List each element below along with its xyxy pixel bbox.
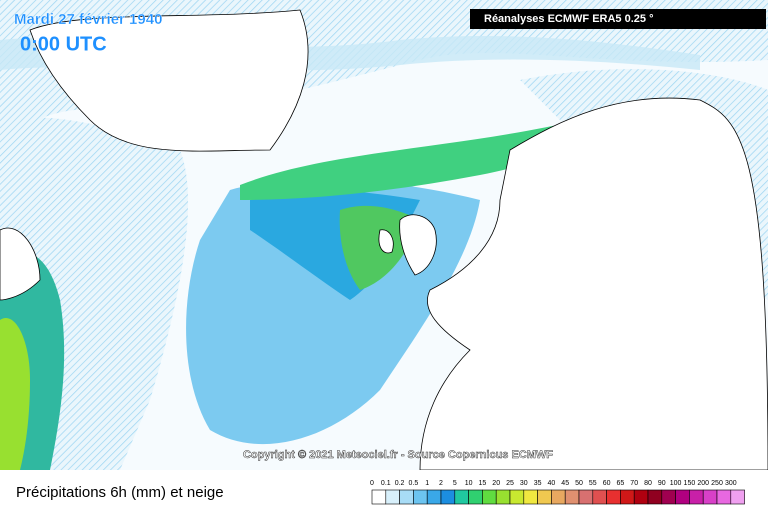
legend-swatch xyxy=(440,489,456,505)
legend-label: 1 xyxy=(425,480,429,487)
legend-label: 40 xyxy=(548,480,556,487)
legend-label: 250 xyxy=(711,480,723,487)
date-label: Mardi 27 février 1940 xyxy=(14,11,162,28)
legend-label: 65 xyxy=(617,480,625,487)
legend-label: 15 xyxy=(479,480,487,487)
legend-swatch xyxy=(454,489,469,505)
legend-label: 0 xyxy=(370,480,374,487)
legend-label: 20 xyxy=(492,480,500,487)
legend-swatch xyxy=(551,489,566,505)
legend-swatch xyxy=(371,489,387,505)
legend-label: 55 xyxy=(589,480,597,487)
legend-swatch xyxy=(537,489,552,505)
legend-swatch xyxy=(413,489,428,505)
map: Copyright © 2021 Meteociel.fr - Source C… xyxy=(0,0,768,471)
legend-label: 300 xyxy=(725,480,737,487)
legend-label: 30 xyxy=(520,480,528,487)
legend-label: 90 xyxy=(658,480,666,487)
legend-swatch xyxy=(523,489,538,505)
legend-swatch xyxy=(385,489,400,505)
precip-area xyxy=(240,120,586,200)
legend-label: 70 xyxy=(630,480,638,487)
legend-title: Précipitations 6h (mm) et neige xyxy=(16,484,224,501)
legend-swatch xyxy=(592,489,607,505)
legend-label: 150 xyxy=(684,480,696,487)
legend-swatch xyxy=(730,489,745,505)
legend-label: 200 xyxy=(697,480,709,487)
source-label: Réanalyses ECMWF ERA5 0.25 ° xyxy=(484,13,653,25)
legend-label: 10 xyxy=(465,480,473,487)
precip-area xyxy=(0,318,30,470)
legend-swatch xyxy=(647,489,663,505)
legend-label: 0.2 xyxy=(395,480,405,487)
legend-swatch xyxy=(675,489,690,505)
legend-label: 5 xyxy=(453,480,457,487)
legend-swatch xyxy=(399,489,414,505)
legend-swatch xyxy=(564,489,580,505)
legend-label: 50 xyxy=(575,480,583,487)
legend-scale: 0 0.1 0.2 0.5 1 2 5 10 15 20 25 30 35 40 45 50 55 60 65 70 8… xyxy=(370,480,745,505)
legend-label: 80 xyxy=(644,480,652,487)
land xyxy=(0,9,768,471)
legend-label: 35 xyxy=(534,480,542,487)
legend-swatch xyxy=(620,489,635,505)
legend-swatch xyxy=(689,489,704,505)
legend-swatch xyxy=(482,489,497,505)
legend-swatch xyxy=(468,489,483,505)
legend-label: 45 xyxy=(561,480,569,487)
legend-swatch xyxy=(633,489,649,505)
legend-label: 0.1 xyxy=(381,480,391,487)
legend-label: 100 xyxy=(670,480,682,487)
legend-label: 2 xyxy=(439,480,443,487)
legend-swatch xyxy=(509,489,525,505)
legend-label: 25 xyxy=(506,480,514,487)
legend-swatch xyxy=(495,489,511,505)
legend-swatch xyxy=(606,489,621,505)
time-label: 0:00 UTC xyxy=(20,33,107,55)
source-box xyxy=(470,9,766,29)
copyright: Copyright © 2021 Meteociel.fr - Source C… xyxy=(243,449,553,461)
legend-label: 60 xyxy=(603,480,611,487)
legend-swatch xyxy=(426,489,442,505)
legend-label: 0.5 xyxy=(409,480,419,487)
legend-swatch xyxy=(716,489,732,505)
legend-swatch xyxy=(578,489,594,505)
legend-swatch xyxy=(702,489,718,505)
legend-swatch xyxy=(661,489,676,505)
